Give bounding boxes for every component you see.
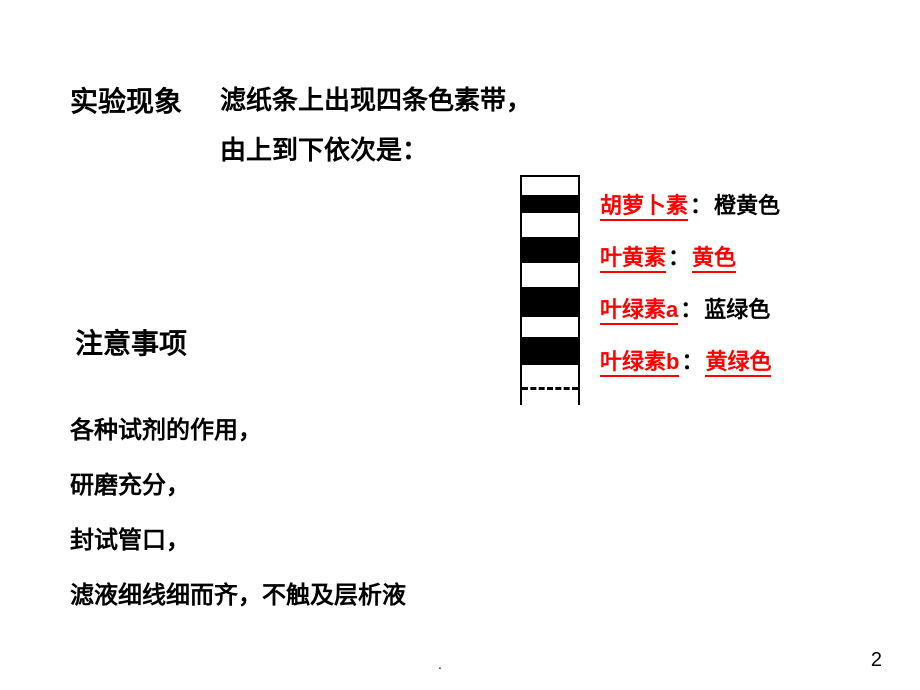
- section2-title: 注意事项: [75, 322, 187, 362]
- pigment-label-3: 叶绿素a：蓝绿色: [600, 292, 770, 324]
- colon-icon: ：: [680, 297, 702, 322]
- label-key: 叶绿素b: [600, 349, 679, 377]
- footer-dot: .: [438, 656, 442, 672]
- pigment-band-1: [522, 195, 578, 213]
- page-number: 2: [871, 649, 882, 672]
- label-val: 蓝绿色: [704, 297, 770, 322]
- pigment-band-2: [522, 237, 578, 263]
- chromatography-strip: [520, 175, 580, 405]
- desc-line-1: 滤纸条上出现四条色素带，: [220, 80, 532, 117]
- note-line-2: 研磨充分，: [70, 465, 190, 500]
- colon-icon: ：: [668, 245, 690, 270]
- label-key: 胡萝卜素: [600, 193, 688, 221]
- slide: 实验现象 滤纸条上出现四条色素带， 由上到下依次是： 胡萝卜素：橙黄色 叶黄素：…: [0, 0, 920, 690]
- label-key: 叶绿素a: [600, 297, 678, 325]
- pigment-label-2: 叶黄素：黄色: [600, 240, 736, 272]
- desc-line-2: 由上到下依次是：: [220, 130, 428, 167]
- note-line-1: 各种试剂的作用，: [70, 410, 262, 445]
- colon-icon: ：: [690, 193, 712, 218]
- label-val: 黄绿色: [705, 349, 771, 377]
- baseline-dashed: [522, 387, 578, 390]
- strip-outline: [520, 175, 580, 405]
- colon-icon: ：: [681, 349, 703, 374]
- label-val: 橙黄色: [714, 193, 780, 218]
- pigment-label-1: 胡萝卜素：橙黄色: [600, 188, 780, 220]
- note-line-4: 滤液细线细而齐，不触及层析液: [70, 575, 406, 610]
- pigment-band-3: [522, 287, 578, 317]
- note-line-3: 封试管口，: [70, 520, 190, 555]
- section1-title: 实验现象: [70, 80, 182, 120]
- label-val: 黄色: [692, 245, 736, 273]
- pigment-label-4: 叶绿素b：黄绿色: [600, 344, 771, 376]
- label-key: 叶黄素: [600, 245, 666, 273]
- pigment-band-4: [522, 337, 578, 365]
